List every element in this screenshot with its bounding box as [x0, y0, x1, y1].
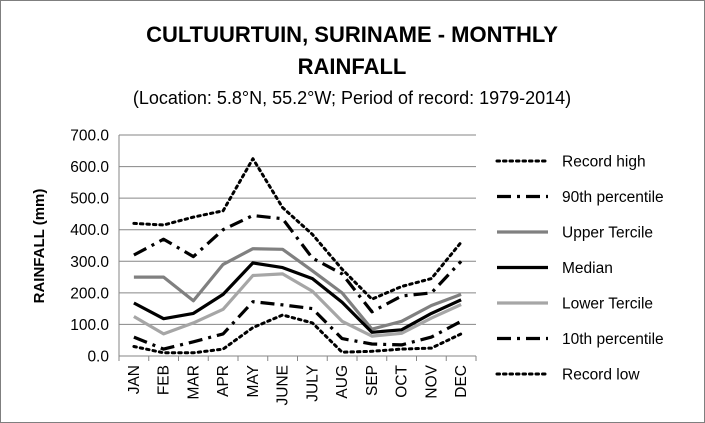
x-tick-label: DEC: [453, 365, 470, 398]
legend-label: 90th percentile: [562, 189, 664, 206]
chart-subtitle: (Location: 5.8°N, 55.2°W; Period of reco…: [133, 88, 571, 108]
x-tick-label: JUNE: [275, 365, 292, 405]
x-tick-label: NOV: [423, 364, 440, 398]
y-tick-label: 200.0: [70, 285, 109, 302]
x-tick-label: APR: [215, 365, 232, 397]
series-line-median: [133, 261, 462, 334]
y-tick-label: 600.0: [70, 159, 109, 176]
y-tick-label: 0.0: [87, 349, 109, 366]
y-tick-label: 300.0: [70, 254, 109, 271]
legend-label: 10th percentile: [562, 331, 664, 348]
chart-title-line1: CULTUURTUIN, SURINAME - MONTHLY: [146, 22, 558, 47]
legend-label: Record low: [562, 367, 640, 384]
x-tick-label: AUG: [334, 365, 351, 399]
x-tick-label: SEP: [364, 365, 381, 396]
legend-label: Lower Tercile: [562, 296, 653, 313]
series-line-10th-percentile: [133, 300, 462, 351]
legend: Record high 90th percentile Upper Tercile M…: [495, 154, 664, 384]
series-line-90th-percentile: [133, 213, 463, 314]
axes: 0.0 100.0 200.0 300.0 400.0 500.0 600.0 700.0 JA…: [70, 128, 477, 405]
gridlines: [119, 134, 476, 325]
y-tick-label: 400.0: [70, 222, 109, 239]
y-tick-label: 700.0: [70, 128, 109, 145]
x-tick-label: JULY: [304, 365, 321, 402]
legend-label: Record high: [562, 154, 646, 171]
x-tick-label: JAN: [126, 365, 143, 394]
y-tick-label: 100.0: [70, 317, 109, 334]
data-series: [132, 157, 463, 355]
chart-title-line2: RAINFALL: [298, 54, 407, 79]
x-tick-label: MAY: [245, 365, 262, 397]
y-axis-label: RAINFALL (mm): [31, 189, 48, 304]
x-tick-label: FEB: [156, 365, 173, 395]
x-tick-label: OCT: [394, 364, 411, 397]
y-tick-label: 500.0: [70, 191, 109, 208]
series-line-record-high: [132, 157, 463, 301]
series-line-record-low: [132, 313, 463, 355]
legend-label: Median: [562, 260, 613, 277]
series-line-lower-tercile: [133, 272, 462, 338]
series-line-upper-tercile: [133, 247, 462, 331]
legend-label: Upper Tercile: [562, 225, 653, 242]
x-tick-label: MAR: [185, 365, 202, 399]
